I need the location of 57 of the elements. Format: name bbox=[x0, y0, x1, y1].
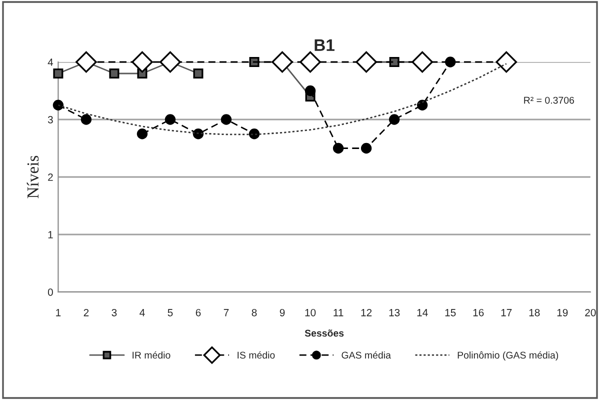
point bbox=[80, 114, 92, 125]
point bbox=[136, 128, 148, 140]
x-tick-label: 18 bbox=[529, 308, 540, 316]
chart-title: B1 bbox=[314, 39, 334, 51]
point bbox=[388, 114, 400, 125]
x-tick-label: 6 bbox=[196, 308, 201, 316]
point bbox=[109, 68, 120, 78]
legend-label: IR médio bbox=[132, 351, 170, 359]
y-tick-label: 4 bbox=[48, 58, 54, 66]
y-axis-title: Níveis bbox=[26, 156, 39, 198]
point bbox=[304, 85, 316, 96]
point bbox=[360, 142, 372, 154]
x-tick-label: 16 bbox=[473, 308, 484, 316]
point bbox=[193, 68, 204, 78]
x-tick-label: 1 bbox=[56, 309, 61, 316]
point bbox=[52, 100, 64, 110]
x-tick-label: 5 bbox=[168, 309, 173, 316]
point bbox=[300, 51, 321, 73]
y-tick-label: 0 bbox=[48, 288, 53, 296]
point bbox=[412, 51, 433, 73]
x-tick-label: 4 bbox=[140, 309, 145, 316]
y-tick-label: 3 bbox=[48, 116, 53, 124]
legend-label: GAS média bbox=[342, 351, 391, 359]
point bbox=[332, 142, 344, 154]
point bbox=[416, 100, 428, 110]
x-tick-label: 2 bbox=[84, 308, 89, 316]
point bbox=[220, 114, 232, 125]
point bbox=[356, 51, 377, 73]
point bbox=[53, 68, 64, 78]
x-tick-label: 10 bbox=[305, 308, 316, 316]
point bbox=[496, 51, 518, 73]
x-tick-label: 12 bbox=[361, 308, 372, 316]
x-tick-label: 11 bbox=[334, 309, 344, 316]
point bbox=[164, 114, 176, 125]
y-tick-label: 1 bbox=[48, 231, 53, 238]
x-tick-label: 15 bbox=[445, 309, 456, 316]
x-tick-label: 3 bbox=[112, 308, 117, 316]
x-tick-label: 13 bbox=[389, 308, 400, 316]
y-tick-label: 2 bbox=[48, 174, 53, 181]
x-tick-label: 20 bbox=[585, 308, 596, 316]
x-tick-label: 14 bbox=[417, 309, 428, 316]
x-tick-label: 8 bbox=[252, 308, 257, 316]
x-axis-title: Sessões bbox=[304, 330, 344, 337]
x-tick-label: 19 bbox=[557, 308, 568, 316]
legend-label: Polinômio (GAS média) bbox=[458, 351, 558, 361]
annotation: R² = 0.3706 bbox=[524, 96, 574, 104]
point bbox=[389, 57, 400, 67]
point bbox=[160, 51, 181, 73]
point bbox=[132, 51, 153, 73]
x-tick-label: 17 bbox=[501, 309, 512, 316]
point bbox=[445, 56, 456, 68]
point bbox=[248, 128, 260, 140]
legend-label: IS médio bbox=[238, 351, 275, 359]
point bbox=[272, 51, 293, 73]
x-tick-label: 9 bbox=[280, 308, 285, 316]
point bbox=[76, 51, 97, 73]
x-tick-label: 7 bbox=[224, 309, 229, 316]
